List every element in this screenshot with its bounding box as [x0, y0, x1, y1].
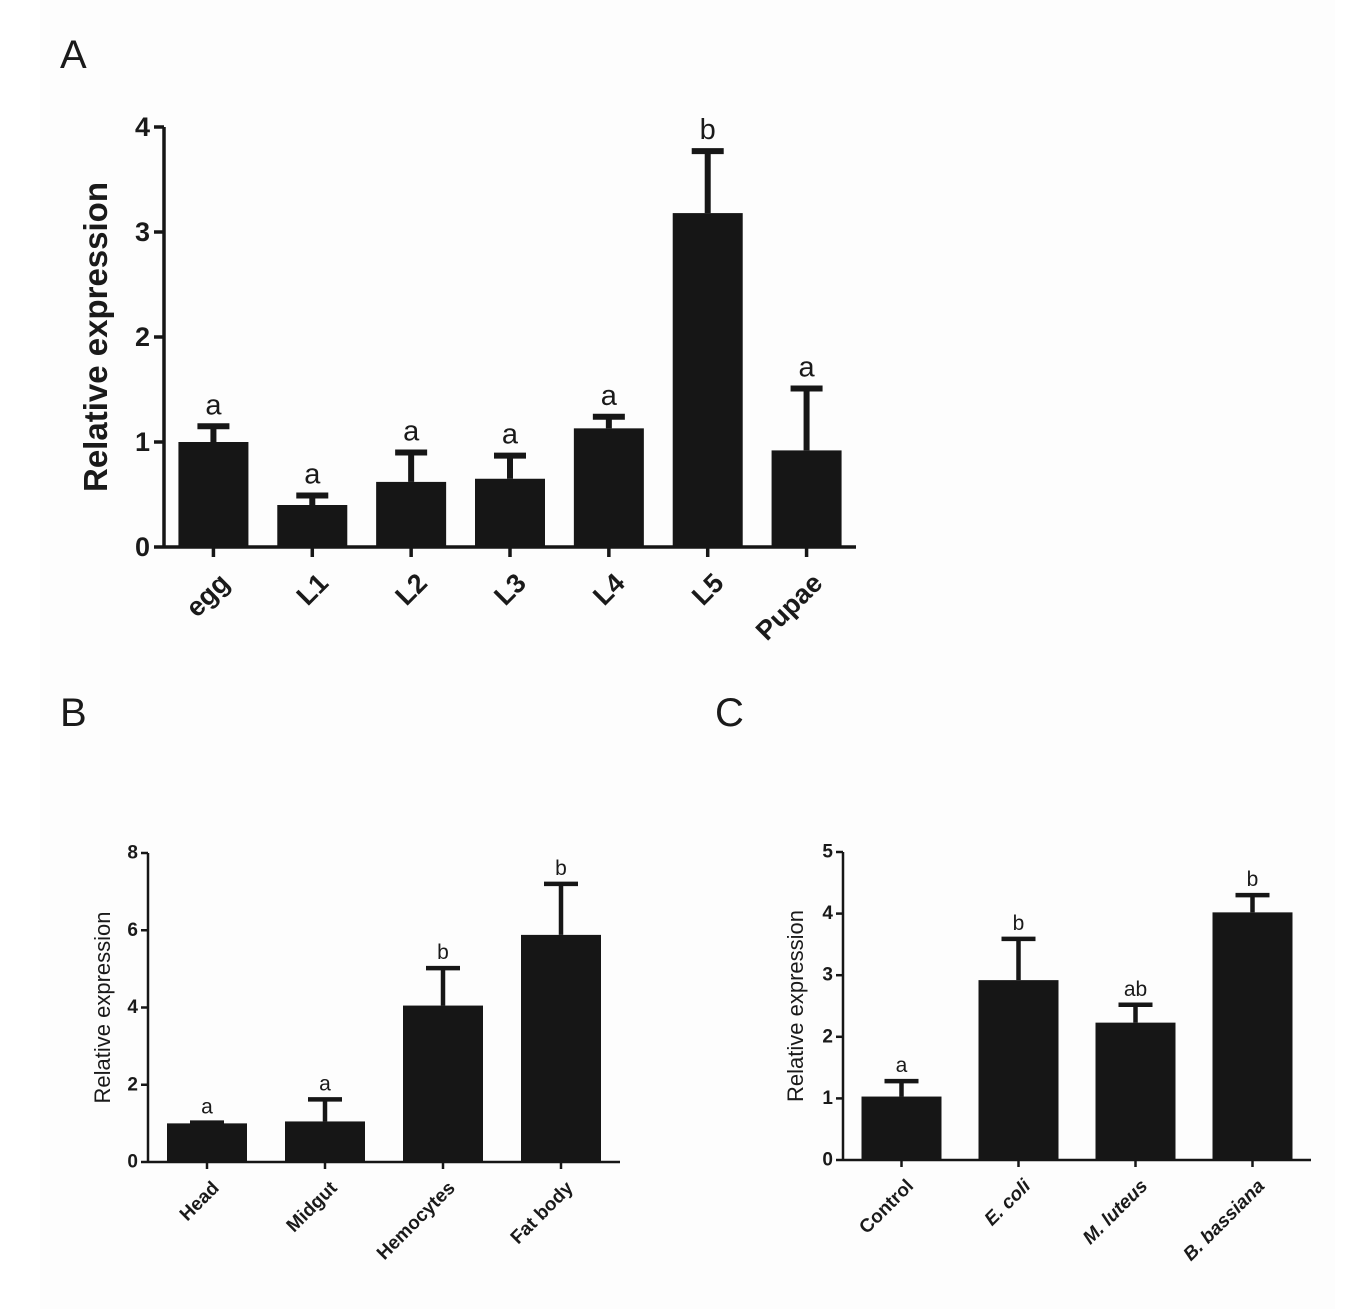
bar	[403, 1005, 483, 1162]
y-tick-label: 0	[135, 532, 150, 562]
panel-letter-a: A	[60, 33, 87, 77]
significance-label: a	[799, 351, 816, 383]
y-tick-label: 6	[127, 920, 138, 941]
significance-label: b	[1013, 912, 1025, 935]
bar	[1212, 912, 1293, 1160]
y-tick-label: 0	[127, 1152, 138, 1173]
panel-letter-b: B	[60, 691, 87, 735]
bar	[521, 934, 601, 1162]
significance-label: a	[502, 419, 519, 451]
significance-label: a	[201, 1096, 213, 1119]
y-tick-label: 1	[135, 427, 150, 457]
significance-label: a	[896, 1054, 908, 1077]
bar	[771, 450, 842, 547]
significance-label: a	[205, 389, 222, 421]
bar	[277, 505, 348, 547]
y-axis-label: Relative expression	[90, 912, 115, 1104]
bar	[178, 442, 249, 547]
bar	[573, 428, 644, 547]
y-tick-label: 5	[822, 842, 833, 863]
panel-letter-c: C	[715, 691, 744, 735]
bar	[978, 980, 1059, 1160]
y-tick-label: 4	[127, 997, 138, 1018]
bar	[672, 213, 743, 547]
significance-label: b	[555, 857, 567, 880]
significance-label: a	[403, 416, 420, 448]
bar	[1095, 1022, 1176, 1160]
y-tick-label: 3	[135, 217, 150, 247]
y-tick-label: 0	[822, 1150, 833, 1171]
y-axis-label: Relative expression	[783, 910, 808, 1102]
bar	[861, 1096, 942, 1160]
bar	[376, 481, 447, 547]
significance-label: a	[601, 380, 618, 412]
y-tick-label: 4	[822, 903, 833, 924]
y-tick-label: 8	[127, 843, 138, 864]
y-tick-label: 1	[822, 1088, 833, 1109]
bar	[475, 478, 545, 547]
y-tick-label: 2	[127, 1074, 138, 1095]
y-axis-label: Relative expression	[77, 182, 114, 492]
bar	[285, 1121, 365, 1162]
bar	[167, 1123, 247, 1162]
y-tick-label: 4	[135, 112, 150, 142]
significance-label: b	[700, 114, 716, 146]
significance-label: ab	[1124, 978, 1147, 1001]
y-tick-label: 2	[135, 322, 150, 352]
significance-label: b	[437, 941, 449, 964]
significance-label: a	[319, 1072, 331, 1095]
significance-label: b	[1247, 868, 1259, 891]
y-tick-label: 2	[822, 1026, 833, 1047]
y-tick-label: 3	[822, 965, 833, 986]
significance-label: a	[304, 459, 321, 491]
